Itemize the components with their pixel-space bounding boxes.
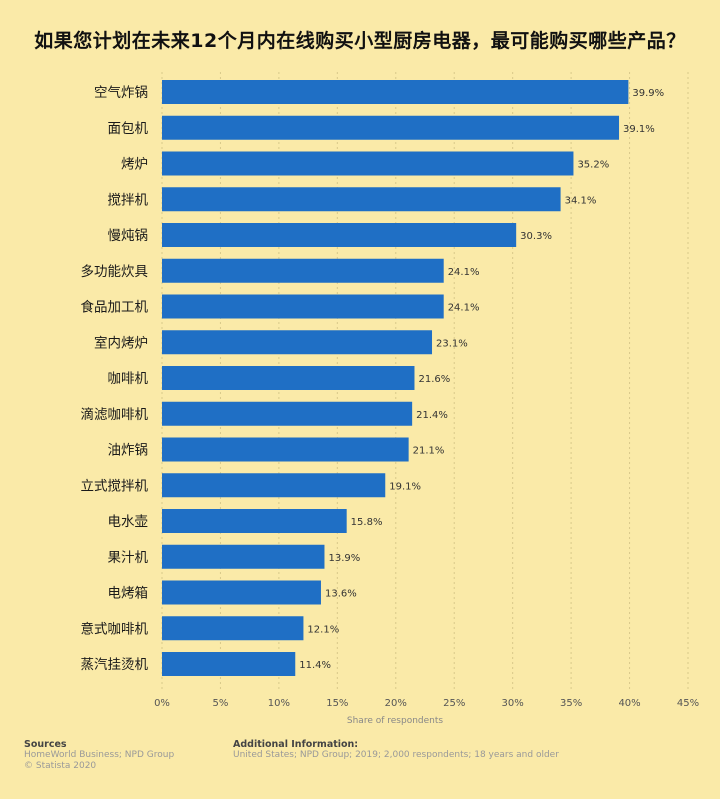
value-label: 21.6% [418, 374, 450, 385]
category-label: 搅拌机 [108, 192, 149, 208]
value-label: 21.4% [416, 410, 448, 421]
bar [162, 366, 415, 390]
x-tick-label: 30% [502, 698, 524, 709]
bar [162, 544, 325, 569]
x-tick-label: 5% [213, 698, 229, 709]
x-tick-label: 45% [677, 698, 699, 709]
bar [162, 294, 444, 319]
additional-info-line: United States; NPD Group; 2019; 2,000 re… [233, 750, 559, 760]
x-tick-label: 25% [443, 698, 465, 709]
value-label: 13.6% [325, 589, 357, 600]
x-tick-label: 15% [326, 698, 348, 709]
value-label: 39.9% [632, 88, 664, 99]
value-label: 34.1% [565, 195, 597, 206]
value-label: 21.1% [413, 446, 445, 457]
bar [162, 652, 296, 676]
value-label: 30.3% [520, 231, 552, 242]
x-tick-label: 10% [268, 698, 290, 709]
category-label: 电水壶 [108, 514, 149, 530]
category-label: 食品加工机 [81, 299, 149, 316]
value-label: 39.1% [623, 124, 655, 135]
category-label: 意式咖啡机 [81, 620, 149, 637]
category-label: 空气炸锅 [94, 85, 148, 101]
bar [162, 258, 444, 283]
category-label: 咖啡机 [108, 371, 149, 387]
category-label: 果汁机 [108, 550, 149, 566]
category-label: 烤炉 [121, 157, 148, 173]
bar [162, 509, 347, 533]
value-label: 23.1% [436, 338, 468, 349]
value-label: 24.1% [448, 267, 480, 278]
category-label: 滴滤咖啡机 [81, 406, 149, 423]
bar-chart: 0% 5% 10% 15% 20% 25% 30% 35% 40% 45% 空气炸锅 39.9% 面包机… [81, 72, 699, 726]
bar [162, 187, 561, 212]
bar [162, 115, 620, 140]
category-label: 慢炖锅 [108, 227, 149, 244]
additional-info-block: Additional Information: United States; N… [233, 739, 559, 761]
value-label: 19.1% [389, 481, 421, 492]
category-label: 立式搅拌机 [81, 478, 149, 494]
x-tick-label: 20% [385, 698, 407, 709]
copyright-line: © Statista 2020 [24, 761, 97, 771]
bar [162, 580, 321, 605]
bar [162, 80, 629, 104]
x-axis-title: Share of respondents [347, 716, 444, 726]
chart-title: 如果您计划在未来12个月内在线购买小型厨房电器，最可能购买哪些产品？ [34, 30, 686, 52]
value-label: 15.8% [351, 517, 383, 528]
sources-title: Sources [24, 739, 67, 750]
value-label: 13.9% [328, 553, 360, 564]
value-label: 24.1% [448, 303, 480, 314]
additional-info-title: Additional Information: [233, 739, 359, 750]
bar [162, 616, 304, 641]
value-label: 35.2% [577, 160, 609, 171]
bar [162, 330, 433, 355]
bar [162, 223, 517, 247]
value-label: 12.1% [307, 624, 339, 635]
value-label: 11.4% [299, 660, 331, 671]
category-label: 蒸汽挂烫机 [81, 657, 149, 673]
x-tick-label: 35% [560, 698, 582, 709]
category-label: 面包机 [108, 121, 149, 137]
category-label: 油炸锅 [108, 443, 149, 459]
x-tick-label: 0% [154, 698, 170, 709]
sources-block: Sources HomeWorld Business; NPD Group © … [24, 739, 174, 772]
bar [162, 151, 574, 176]
bar [162, 473, 386, 498]
x-tick-label: 40% [618, 698, 640, 709]
category-label: 室内烤炉 [94, 334, 148, 351]
sources-line: HomeWorld Business; NPD Group [24, 750, 175, 760]
bar [162, 401, 413, 426]
category-label: 电烤箱 [108, 586, 149, 602]
category-label: 多功能炊具 [81, 263, 149, 280]
bar [162, 437, 409, 462]
